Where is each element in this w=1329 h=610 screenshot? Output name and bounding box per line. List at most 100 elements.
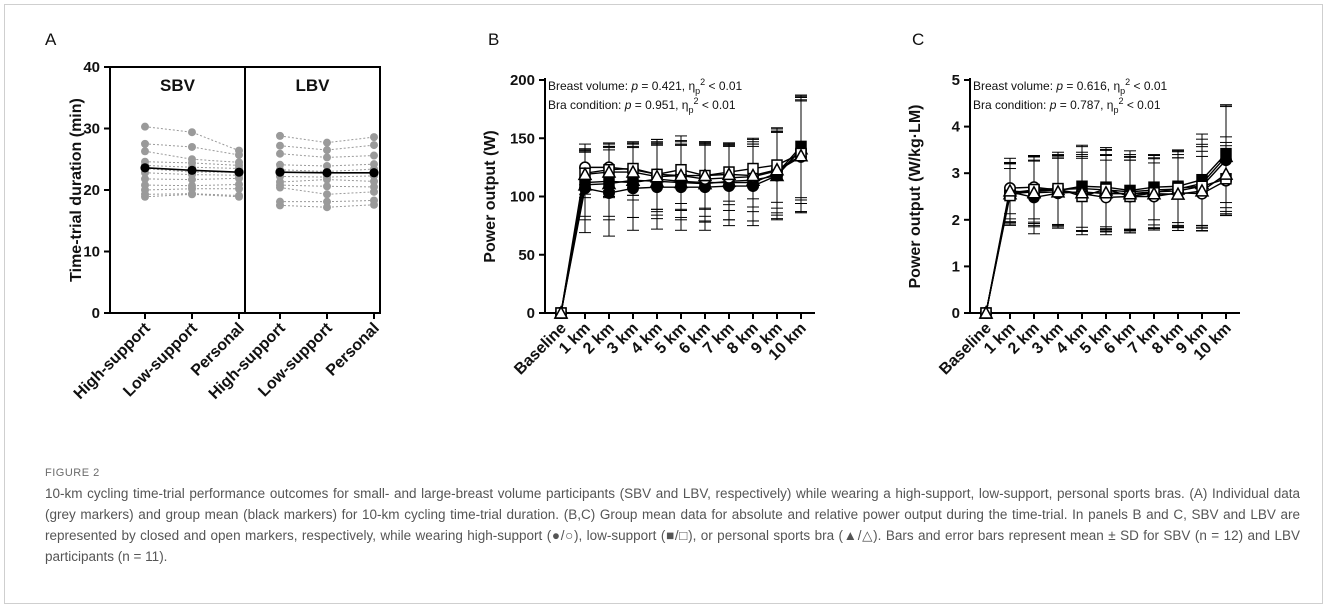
panel-a-individual-point [370, 133, 378, 142]
panel-c-point-lbv-personal [1026, 185, 1042, 199]
panel-b-point-lbv-personal [649, 169, 665, 183]
panel-c-ytick-label: 5 [952, 72, 960, 89]
panel-a-individual-point [276, 183, 284, 192]
panel-b-annotation: Breast volume: p = 0.421, ηp2 < 0.01 [548, 77, 743, 96]
panel-a-individual-point [370, 141, 378, 150]
panel-b-point-lbv-personal [769, 162, 785, 176]
panel-a-individual-point [323, 175, 331, 184]
panel-b-point-lbv-personal [553, 305, 569, 319]
panel-a-ytick-label: 20 [83, 182, 100, 199]
panel-a-individual-point [276, 141, 284, 150]
panel-b-point-lbv-personal [721, 166, 737, 181]
panel-b-annotation-part: p [695, 86, 700, 96]
panel-c-ytick-label: 0 [952, 305, 960, 322]
panel-c-annotation-part: η [1107, 98, 1114, 112]
panel-c-label: C [912, 30, 924, 49]
caption-text: 10-km cycling time-trial performance out… [45, 486, 1300, 564]
panel-c-annotation-part: = 0.787, [1056, 98, 1106, 112]
panel-a-individual-point [235, 174, 243, 183]
panel-b-point-lbv-personal [745, 167, 761, 182]
panel-b-point-lbv-personal [625, 164, 641, 178]
panel-b-label: B [488, 30, 499, 49]
panel-a-individual-point [141, 174, 149, 183]
panel-a-individual-point [188, 128, 196, 137]
panel-a-label: A [45, 30, 57, 49]
panel-a-ytick-label: 30 [83, 121, 100, 138]
panel-c-annotation-part: η [1113, 79, 1120, 93]
panel-b-ytick-label: 150 [510, 130, 535, 147]
panel-c-point-lbv-personal [1194, 183, 1210, 197]
panel-a-individual-point [276, 149, 284, 158]
panel-c-ytick-label: 2 [952, 212, 960, 229]
panel-a-mean-point [234, 167, 244, 177]
panel-a-individual-point [276, 201, 284, 210]
panel-a-individual-point [188, 190, 196, 199]
panel-c-point-lbv-personal [978, 305, 994, 319]
panel-c-annotation-part: Bra condition: [973, 98, 1050, 112]
panel-b-annotation-part: η [688, 79, 695, 93]
panel-b-annotation-part: p [624, 98, 632, 112]
panel-a-individual-point [276, 131, 284, 140]
panel-a-individual-point [141, 147, 149, 156]
panel-a-individual-point [370, 151, 378, 160]
panel-c-ytick-label: 3 [952, 165, 960, 182]
panel-b-ytick-label: 0 [527, 305, 535, 322]
panel-a-individual-point [323, 153, 331, 162]
panel-a-ytick-label: 40 [83, 59, 100, 76]
panel-c-point-lbv-personal [1170, 186, 1186, 200]
panel-a-individual-point [188, 175, 196, 184]
panel-b-point-lbv-personal [697, 167, 713, 182]
panel-c-annotation-part: 2 [1118, 96, 1123, 106]
panel-b-point-lbv-personal [793, 148, 809, 162]
panel-b-point-sbv-personal [601, 176, 617, 190]
panel-b-annotation-part: p [688, 105, 693, 115]
panel-c-annotation-part: p [1049, 98, 1057, 112]
panel-a-group-label: LBV [296, 76, 331, 95]
panel-b-annotation-part: η [682, 98, 689, 112]
panel-b-ytick-label: 100 [510, 189, 535, 206]
panel-a-mean-point [140, 163, 150, 173]
panel-a-mean-point [187, 165, 197, 175]
panel-c-point-lbv-personal [1098, 185, 1114, 199]
panel-a-individual-point [235, 184, 243, 193]
panel-a-individual-point [323, 203, 331, 212]
panel-c-ytick-label: 1 [952, 258, 960, 275]
panel-b-annotation: Bra condition: p = 0.951, ηp2 < 0.01 [548, 96, 736, 115]
panel-b-annotation-part: 2 [693, 96, 698, 106]
panel-b-annotation-part: Bra condition: [548, 98, 625, 112]
figure-label: FIGURE 2 [45, 467, 100, 479]
panel-c-point-sbv-personal [1218, 148, 1234, 163]
panel-c-annotation-part: p [1120, 86, 1125, 96]
panel-b-annotation-part: < 0.01 [699, 98, 736, 112]
panel-c-point-lbv-personal [1002, 183, 1018, 197]
panel-a-ytick-label: 10 [83, 244, 100, 261]
panel-b-point-lbv-personal [577, 166, 593, 181]
panel-c-point-lbv-personal [1146, 186, 1162, 200]
panel-a-individual-point [323, 197, 331, 206]
panel-a-individual-point [323, 138, 331, 147]
figure-frame: A 0 10 20 30 40 Time-trial duration (min) SBV Hi… [4, 4, 1323, 604]
panel-c-annotation-part: = 0.616, [1063, 79, 1113, 93]
panel-a-group-label: SBV [160, 76, 196, 95]
panel-a-individual-line [144, 126, 240, 152]
panel-a-ylabel: Time-trial duration (min) [68, 98, 85, 282]
panel-b-ylabel: Power output (W) [482, 130, 499, 262]
panel-a-individual-point [323, 190, 331, 199]
panel-a-individual-point [188, 142, 196, 151]
panel-a-individual-point [323, 146, 331, 155]
panel-a-individual-point [323, 162, 331, 171]
panel-a-mean-point [275, 167, 285, 177]
panel-a-individual-point [235, 192, 243, 201]
panel-b-annotation-part: 2 [700, 77, 705, 87]
panel-b-annotation-part: p [630, 79, 638, 93]
panel-a-mean-point [369, 168, 379, 178]
panel-b-annotation-part: < 0.01 [705, 79, 742, 93]
panel-a-individual-point [141, 139, 149, 148]
panel-b-annotation-part: Breast volume: [548, 79, 631, 93]
panel-b-ytick-label: 50 [518, 247, 535, 264]
panel-a-mean-point [322, 168, 332, 178]
panel-c-annotation-part: < 0.01 [1124, 98, 1161, 112]
panel-a-individual-point [141, 192, 149, 201]
panel-b-ytick-label: 200 [510, 72, 535, 89]
